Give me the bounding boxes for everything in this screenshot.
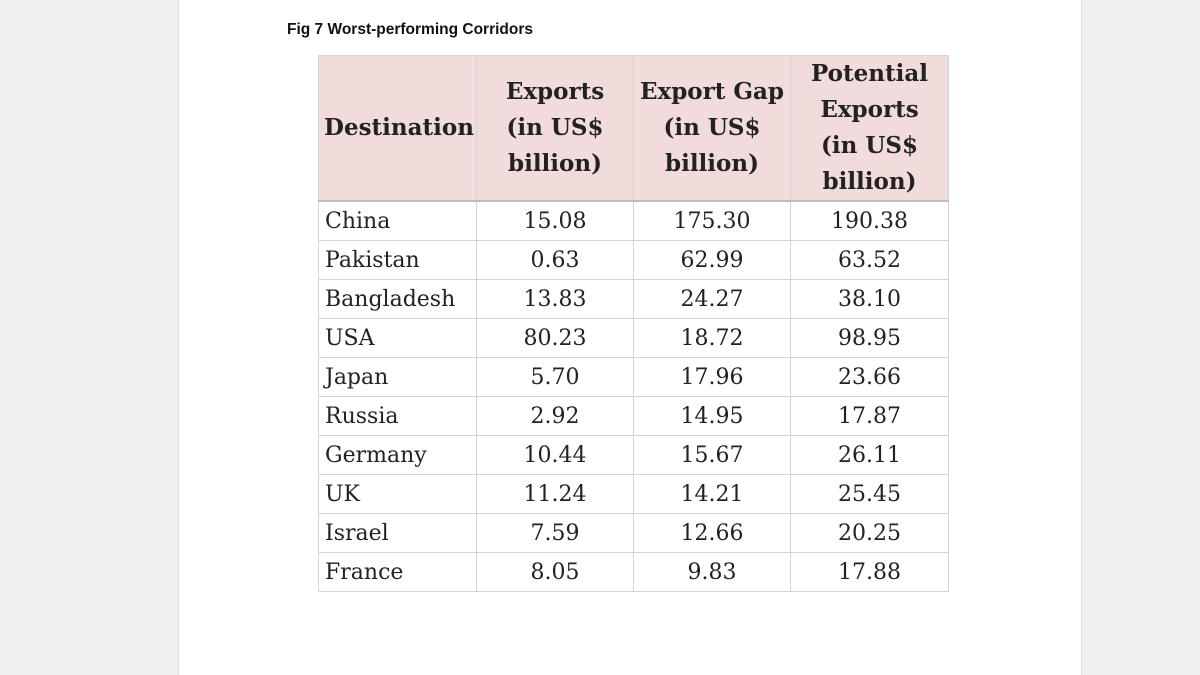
cell-destination: UK bbox=[318, 474, 477, 514]
cell-exports: 8.05 bbox=[476, 552, 634, 592]
cell-potential: 38.10 bbox=[790, 279, 949, 319]
cell-export-gap: 14.95 bbox=[633, 396, 791, 436]
header-export-gap-line: (in US$ bbox=[663, 114, 761, 141]
cell-potential: 25.45 bbox=[790, 474, 949, 514]
cell-exports: 2.92 bbox=[476, 396, 634, 436]
cell-potential: 63.52 bbox=[790, 240, 949, 280]
header-potential-line: Exports bbox=[820, 96, 919, 123]
table-header: Destination Exports (in US$ billion) Exp… bbox=[318, 55, 949, 202]
table-body: China 15.08 175.30 190.38 Pakistan 0.63 … bbox=[318, 200, 949, 592]
figure-caption: Fig 7 Worst-performing Corridors bbox=[287, 21, 534, 38]
cell-export-gap: 17.96 bbox=[633, 357, 791, 397]
table-row: Germany 10.44 15.67 26.11 bbox=[318, 435, 949, 475]
cell-potential: 17.88 bbox=[790, 552, 949, 592]
cell-export-gap: 175.30 bbox=[633, 200, 791, 241]
corridors-table: Destination Exports (in US$ billion) Exp… bbox=[318, 55, 949, 592]
cell-destination: China bbox=[318, 200, 477, 241]
header-exports-line: Exports bbox=[505, 78, 605, 105]
header-potential-line: Potential bbox=[811, 60, 928, 87]
header-potential-exports: Potential Exports (in US$ billion) bbox=[790, 55, 949, 202]
cell-potential: 20.25 bbox=[790, 513, 949, 553]
cell-potential: 26.11 bbox=[790, 435, 949, 475]
cell-exports: 13.83 bbox=[476, 279, 634, 319]
table-row: Japan 5.70 17.96 23.66 bbox=[318, 357, 949, 397]
header-exports-line: billion) bbox=[508, 150, 602, 177]
header-potential-line: billion) bbox=[822, 168, 917, 195]
cell-potential: 23.66 bbox=[790, 357, 949, 397]
header-export-gap-line: billion) bbox=[665, 150, 759, 177]
header-exports: Exports (in US$ billion) bbox=[476, 55, 634, 202]
cell-exports: 15.08 bbox=[476, 200, 634, 241]
cell-export-gap: 12.66 bbox=[633, 513, 791, 553]
cell-exports: 10.44 bbox=[476, 435, 634, 475]
cell-export-gap: 14.21 bbox=[633, 474, 791, 514]
document-page: Fig 7 Worst-performing Corridors Destina… bbox=[178, 0, 1082, 675]
cell-destination: Pakistan bbox=[318, 240, 477, 280]
cell-destination: USA bbox=[318, 318, 477, 358]
table-row: UK 11.24 14.21 25.45 bbox=[318, 474, 949, 514]
table-row: Bangladesh 13.83 24.27 38.10 bbox=[318, 279, 949, 319]
cell-destination: Germany bbox=[318, 435, 477, 475]
cell-export-gap: 62.99 bbox=[633, 240, 791, 280]
header-potential-line: (in US$ bbox=[820, 132, 919, 159]
cell-exports: 0.63 bbox=[476, 240, 634, 280]
cell-destination: Bangladesh bbox=[318, 279, 477, 319]
header-destination: Destination bbox=[318, 55, 477, 202]
cell-destination: Russia bbox=[318, 396, 477, 436]
cell-potential: 98.95 bbox=[790, 318, 949, 358]
cell-exports: 5.70 bbox=[476, 357, 634, 397]
cell-destination: Israel bbox=[318, 513, 477, 553]
cell-potential: 190.38 bbox=[790, 200, 949, 241]
cell-export-gap: 18.72 bbox=[633, 318, 791, 358]
cell-destination: Japan bbox=[318, 357, 477, 397]
header-exports-line: (in US$ bbox=[506, 114, 604, 141]
cell-exports: 80.23 bbox=[476, 318, 634, 358]
table-row: Russia 2.92 14.95 17.87 bbox=[318, 396, 949, 436]
table-row: USA 80.23 18.72 98.95 bbox=[318, 318, 949, 358]
cell-export-gap: 9.83 bbox=[633, 552, 791, 592]
cell-destination: France bbox=[318, 552, 477, 592]
table-row: Israel 7.59 12.66 20.25 bbox=[318, 513, 949, 553]
header-row: Destination Exports (in US$ billion) Exp… bbox=[318, 55, 949, 202]
cell-exports: 11.24 bbox=[476, 474, 634, 514]
cropped-source-note bbox=[319, 604, 719, 614]
header-export-gap: Export Gap (in US$ billion) bbox=[633, 55, 791, 202]
cell-exports: 7.59 bbox=[476, 513, 634, 553]
table-row: China 15.08 175.30 190.38 bbox=[318, 200, 949, 241]
header-export-gap-line: Export Gap bbox=[639, 78, 785, 105]
cell-export-gap: 24.27 bbox=[633, 279, 791, 319]
cell-potential: 17.87 bbox=[790, 396, 949, 436]
table-row: Pakistan 0.63 62.99 63.52 bbox=[318, 240, 949, 280]
table-row: France 8.05 9.83 17.88 bbox=[318, 552, 949, 592]
cell-export-gap: 15.67 bbox=[633, 435, 791, 475]
